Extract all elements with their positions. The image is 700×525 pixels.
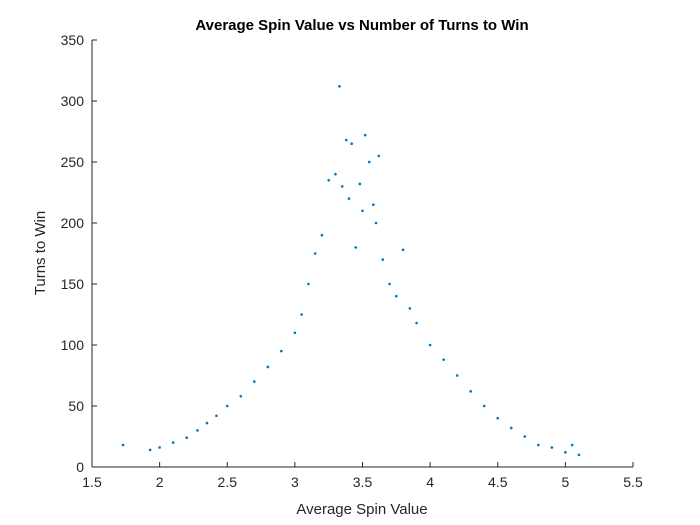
y-tick-label: 350 (61, 32, 85, 48)
data-point (215, 414, 218, 418)
x-tick-label: 3.5 (353, 474, 373, 490)
data-point (293, 331, 297, 335)
data-point (442, 358, 445, 361)
data-point (340, 185, 344, 188)
data-point (377, 154, 381, 158)
data-point (171, 441, 175, 444)
x-tick-label: 3 (291, 474, 299, 490)
data-point (388, 282, 391, 286)
y-tick-label: 250 (61, 154, 85, 170)
data-point (239, 394, 243, 398)
data-point (482, 404, 486, 408)
data-point (344, 138, 348, 142)
data-point (509, 426, 513, 430)
x-axis-label: Average Spin Value (296, 501, 427, 518)
y-tick-label: 0 (76, 459, 84, 475)
data-point (577, 453, 581, 457)
y-tick-label: 150 (61, 276, 85, 292)
data-point (148, 448, 152, 452)
scatter-points (121, 85, 581, 457)
data-point (570, 443, 574, 447)
data-point (381, 258, 385, 261)
data-point (372, 203, 375, 206)
data-point (408, 307, 412, 310)
y-tick-label: 50 (68, 398, 84, 414)
x-tick-label: 2.5 (218, 474, 238, 490)
data-point (334, 172, 337, 176)
data-point (363, 133, 367, 137)
data-point (550, 446, 554, 449)
x-tick-label: 4.5 (488, 474, 508, 490)
data-point (307, 282, 310, 286)
data-point (205, 421, 209, 425)
data-point (185, 436, 188, 440)
x-tick-label: 4 (426, 474, 434, 490)
data-point (361, 209, 364, 213)
data-point (395, 294, 398, 298)
chart-title: Average Spin Value vs Number of Turns to… (195, 17, 528, 34)
data-point (537, 443, 540, 447)
x-tick-label: 2 (156, 474, 164, 490)
axes: 1.5 2 2.5 3 3.5 4 4.5 5 5.5 0 50 100 150 200 250 300 350 (61, 32, 643, 490)
data-point (196, 429, 199, 432)
x-tick-label: 1.5 (82, 474, 102, 490)
data-point (564, 451, 567, 454)
y-axis-label: Turns to Win (32, 211, 49, 295)
data-point (320, 233, 324, 237)
data-point (225, 404, 229, 408)
data-point (158, 446, 161, 449)
data-point (496, 416, 500, 420)
data-point (367, 160, 371, 164)
x-tick-label: 5.5 (623, 474, 643, 490)
data-point (415, 321, 418, 325)
x-tick-label: 5 (561, 474, 569, 490)
data-point (455, 374, 459, 377)
data-point (428, 343, 432, 347)
data-point (358, 182, 362, 186)
y-tick-label: 300 (61, 93, 85, 109)
data-point (280, 349, 283, 353)
y-tick-label: 200 (61, 215, 85, 231)
data-point (253, 380, 256, 383)
data-point (350, 142, 353, 145)
data-point (327, 179, 330, 182)
data-point (374, 221, 378, 225)
data-point (469, 390, 473, 393)
data-point (523, 435, 527, 438)
data-point (121, 443, 125, 447)
data-point (313, 252, 317, 255)
data-point (266, 365, 270, 369)
data-point (401, 248, 405, 252)
data-point (354, 246, 358, 249)
data-point (347, 197, 351, 200)
y-tick-label: 100 (61, 337, 85, 353)
data-point (300, 313, 303, 316)
data-point (338, 85, 341, 88)
